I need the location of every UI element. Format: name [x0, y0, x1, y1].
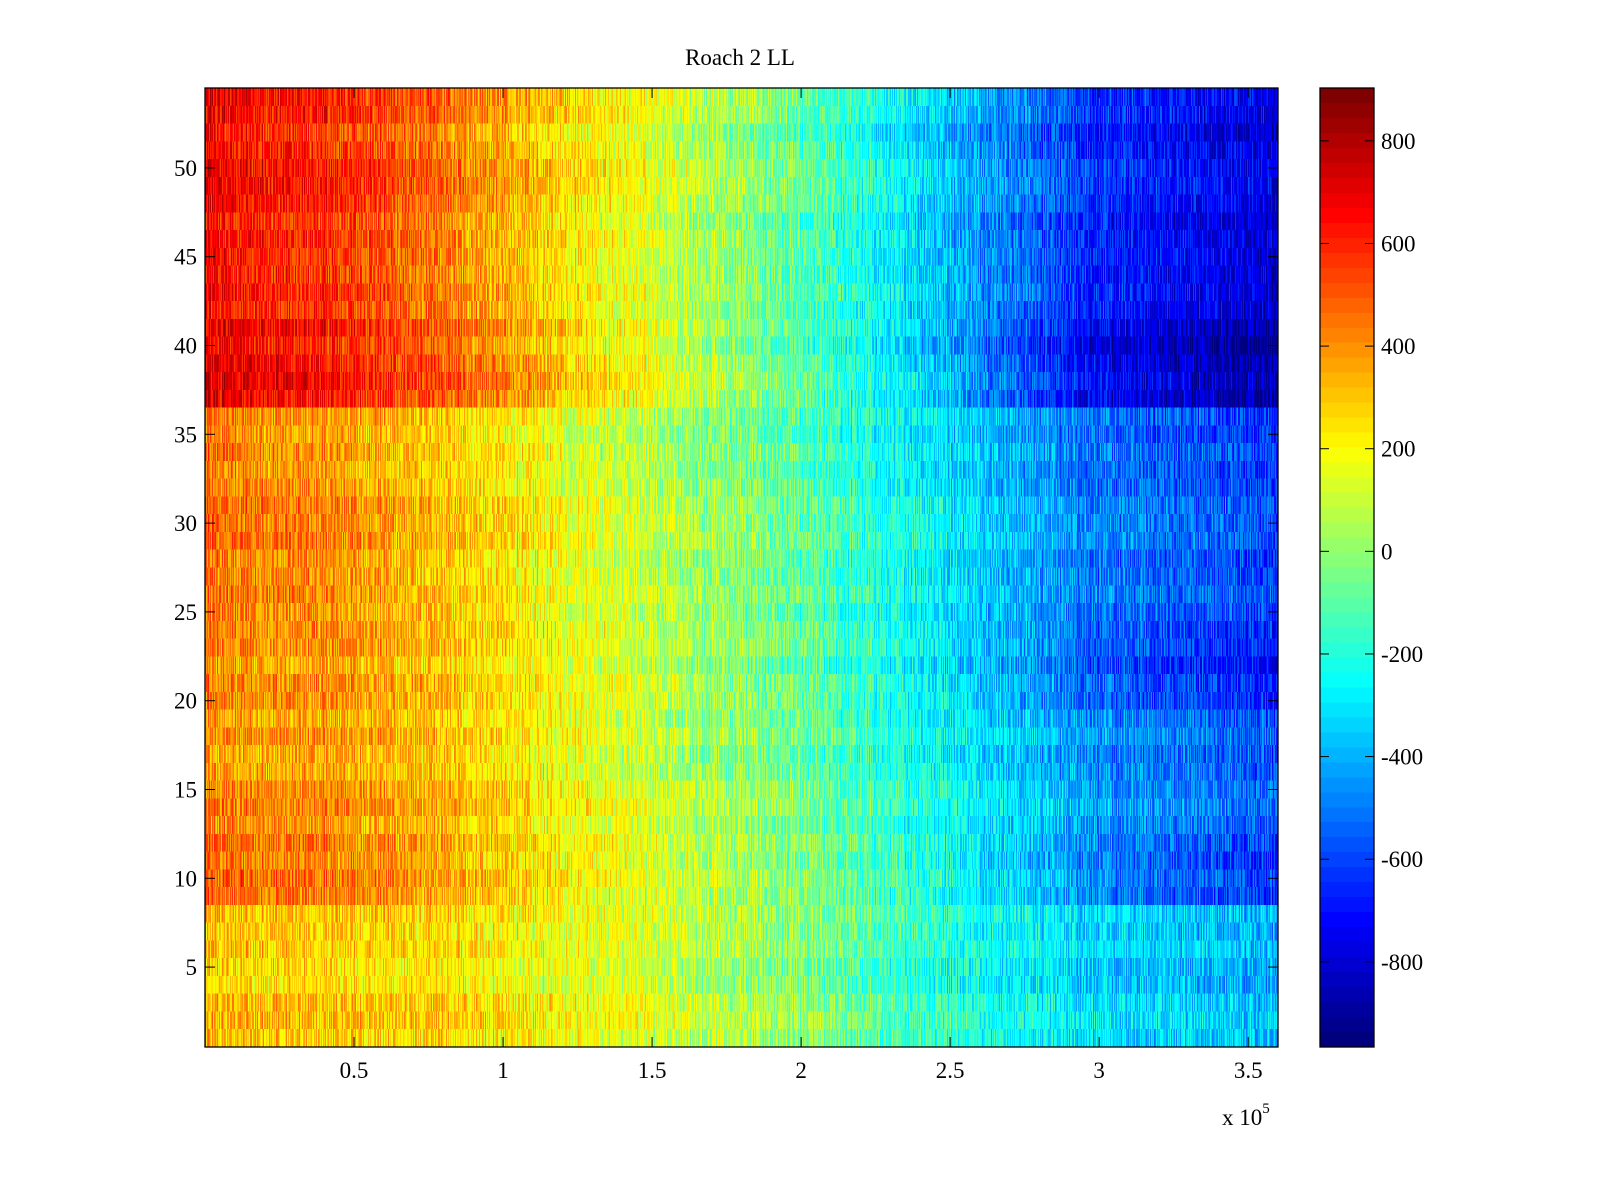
x-tick-label: 3.5 — [1234, 1058, 1263, 1083]
colorbar-frame — [1319, 87, 1375, 1048]
y-tick-label: 30 — [174, 511, 197, 536]
y-tick-label: 45 — [174, 245, 197, 270]
x-tick-label: 1.5 — [638, 1058, 667, 1083]
colorbar-tick-label: 600 — [1381, 231, 1416, 256]
y-tick-label: 15 — [174, 777, 197, 802]
x-tick-label: 2 — [795, 1058, 807, 1083]
chart-title: Roach 2 LL — [685, 45, 795, 70]
colorbar-tick-label: -800 — [1381, 950, 1423, 975]
colorbar-gradient — [1320, 88, 1374, 1047]
y-tick-label: 35 — [174, 422, 197, 447]
heatmap-image — [205, 88, 1278, 1047]
x-tick-label: 0.5 — [340, 1058, 369, 1083]
x-tick-label: 3 — [1093, 1058, 1105, 1083]
colorbar-tick-label: 400 — [1381, 334, 1416, 359]
colorbar-tick-label: -200 — [1381, 642, 1423, 667]
x-tick-label: 1 — [497, 1058, 509, 1083]
y-tick-label: 5 — [186, 955, 198, 980]
colorbar-tick-label: -600 — [1381, 847, 1423, 872]
y-tick-label: 10 — [174, 866, 197, 891]
colorbar-tick-label: 200 — [1381, 437, 1416, 462]
x-exponent-label: x 105 — [1222, 1101, 1270, 1130]
y-tick-label: 40 — [174, 334, 197, 359]
colorbar-tick-label: -400 — [1381, 745, 1423, 770]
y-tick-label: 20 — [174, 689, 197, 714]
plot-frame — [204, 87, 1279, 1048]
y-tick-label: 50 — [174, 156, 197, 181]
colorbar-tick-label: 0 — [1381, 539, 1393, 564]
colorbar-tick-label: 800 — [1381, 129, 1416, 154]
x-tick-label: 2.5 — [936, 1058, 965, 1083]
y-tick-label: 25 — [174, 600, 197, 625]
